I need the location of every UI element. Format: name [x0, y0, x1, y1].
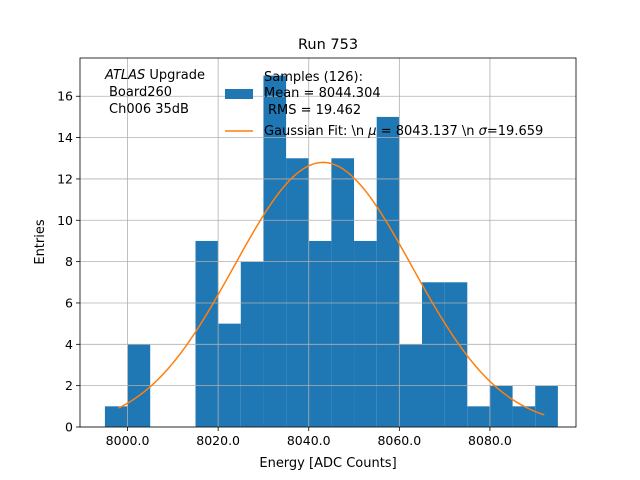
x-tick-label: 8040.0	[287, 433, 331, 448]
y-tick-label: 8	[65, 254, 73, 269]
y-tick-label: 2	[65, 378, 73, 393]
y-tick-label: 12	[57, 171, 73, 186]
y-tick-label: 14	[57, 130, 73, 145]
histogram-bar	[421, 282, 445, 427]
histogram-bar	[535, 385, 558, 427]
histogram-bar	[104, 406, 128, 427]
x-axis-label: Energy [ADC Counts]	[259, 456, 396, 471]
histogram-bar	[286, 158, 309, 427]
atlas-annotation-line3: Ch006 35dB	[109, 102, 189, 117]
histogram-bar	[444, 282, 468, 427]
axis-ticks: 8000.0 8020.0 8040.0 8060.0 8080.0 0 2 4 6 8 10 12 1…	[57, 89, 512, 448]
histogram-bar	[263, 75, 287, 428]
histogram-bar	[354, 240, 377, 427]
y-axis-label: Entries	[33, 219, 48, 265]
atlas-annotation: ATLAS Upgrade Board260 Ch006 35dB	[104, 68, 205, 117]
histogram-bar	[218, 323, 241, 427]
histogram-bar	[376, 116, 400, 428]
y-tick-label: 0	[65, 420, 73, 435]
legend-hist-line1: Samples (126):	[264, 70, 363, 85]
legend-hist-swatch	[225, 89, 253, 99]
plot-frame	[79, 57, 577, 428]
legend-hist-line3: RMS = 19.462	[268, 103, 361, 118]
histogram-bar	[195, 240, 219, 427]
y-tick-label: 16	[57, 89, 73, 104]
y-tick-label: 4	[65, 337, 73, 352]
legend-hist-line2: Mean = 8044.304	[264, 86, 381, 101]
gaussian-fit-curve	[118, 161, 545, 416]
histogram-bar	[331, 158, 355, 427]
legend: Samples (126): Mean = 8044.304 RMS = 19.…	[225, 70, 543, 139]
histogram-bar	[467, 406, 490, 427]
atlas-annotation-line1: ATLAS Upgrade	[104, 68, 205, 83]
x-tick-label: 8000.0	[106, 433, 150, 448]
atlas-annotation-line2: Board260	[109, 85, 172, 100]
chart-title: Run 753	[298, 37, 358, 53]
y-tick-label: 10	[57, 213, 73, 228]
histogram-bar	[308, 240, 332, 427]
x-tick-label: 8060.0	[377, 433, 421, 448]
x-tick-label: 8080.0	[468, 433, 512, 448]
legend-fit-label: Gaussian Fit: \n μ = 8043.137 \n σ=19.65…	[264, 124, 543, 139]
y-tick-label: 6	[65, 295, 73, 310]
x-tick-label: 8020.0	[196, 433, 240, 448]
histogram-bar	[512, 406, 536, 427]
